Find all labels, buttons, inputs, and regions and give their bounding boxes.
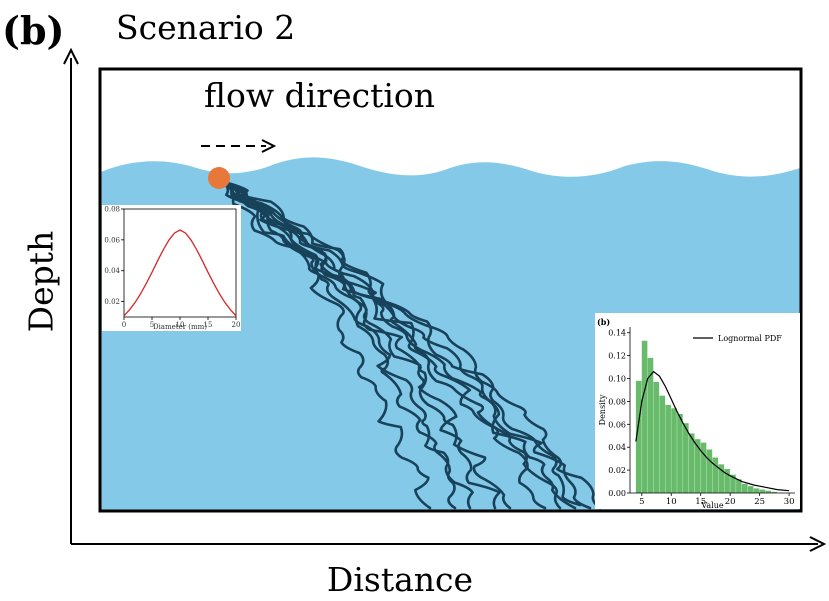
histogram-bar (683, 423, 689, 493)
x-tick-label: 5 (639, 497, 644, 507)
trajectory-path (221, 180, 602, 510)
histogram-bar (765, 490, 772, 493)
y-axis-title: Density (598, 394, 607, 425)
inset-panel-tag: (b) (597, 317, 610, 327)
diameter-pdf-chart: 0 5 10 15 20 0.02 0.04 0.06 0.08 Diameter (mm) (104, 206, 241, 332)
histogram-bar (730, 474, 736, 493)
histogram-bar (665, 404, 671, 493)
trajectory-path (221, 180, 512, 510)
histogram-bar (747, 486, 754, 493)
histogram-bar (712, 457, 719, 493)
histogram-bar (759, 489, 766, 493)
x-axis-label: Distance (326, 560, 474, 599)
y-tick-label: 0.02 (104, 298, 120, 306)
lognormal-pdf-line (635, 370, 790, 492)
histogram-bar (753, 488, 760, 493)
histogram-bar (741, 483, 748, 493)
trajectory-path (221, 180, 562, 510)
histogram-bar (635, 380, 642, 493)
histogram-bar (706, 449, 713, 493)
y-tick-label: 0.14 (608, 329, 626, 338)
flow-direction-label: flow direction (204, 76, 436, 115)
x-tick-label: 15 (695, 497, 706, 507)
histogram-bar (659, 395, 666, 493)
y-tick-label: 0.10 (608, 375, 626, 384)
trajectory-path (221, 180, 501, 510)
x-tick-label: 10 (666, 497, 677, 507)
histogram-bar (700, 442, 707, 493)
histogram-bar (736, 479, 742, 493)
plot-area-frame (123, 208, 237, 318)
x-tick-label: 5 (150, 321, 154, 329)
scene-frame (98, 67, 803, 513)
y-tick-label: 0.00 (608, 489, 626, 498)
histogram-bar (671, 408, 677, 493)
y-tick-label: 0.08 (104, 206, 120, 214)
lognormal-histogram-inset: 5 10 15 20 25 30 0.00 0.02 0.04 0.06 0.08 0.10 0.12 0… (595, 313, 800, 510)
trajectory-path (221, 180, 457, 510)
y-tick-label: 0.04 (104, 267, 120, 275)
histogram-bar (694, 439, 701, 493)
y-tick-label: 0.12 (608, 352, 626, 361)
x-tick-label: 20 (232, 321, 241, 329)
histogram-bar (647, 357, 654, 493)
scenario-title: Scenario 2 (116, 8, 296, 47)
histogram-bar (718, 464, 724, 493)
x-tick-label: 10 (176, 321, 185, 329)
histogram-bar (771, 491, 778, 493)
flow-direction-arrowhead (261, 139, 277, 153)
panel-tag: (b) (2, 8, 65, 53)
y-tick-label: 0.08 (608, 397, 626, 406)
lognormal-histogram-chart: 5 10 15 20 25 30 0.00 0.02 0.04 0.06 0.08 0.10 0.12 0… (597, 317, 795, 510)
x-axis-title: Diameter (mm) (153, 323, 207, 331)
y-tick-label: 0.04 (608, 443, 626, 452)
histogram-bar (677, 414, 683, 493)
x-axis-arrowhead (809, 536, 827, 552)
y-tick-label: 0.06 (608, 420, 626, 429)
trajectory-path (221, 180, 547, 510)
histogram-bar (688, 433, 695, 493)
trajectory-path (221, 180, 582, 507)
histogram-bar (641, 340, 648, 493)
x-tick-label: 30 (784, 497, 795, 507)
legend-label: Lognormal PDF (718, 334, 782, 343)
particle-trajectories (221, 180, 602, 510)
histogram-bar (724, 468, 730, 493)
y-axis-label: Depth (21, 230, 61, 333)
y-axis-arrowhead (63, 47, 79, 65)
x-axis-title: Value (700, 501, 724, 509)
x-tick-label: 15 (204, 321, 213, 329)
y-tick-label: 0.02 (608, 466, 626, 475)
particle-release-point (208, 167, 230, 189)
x-tick-label: 0 (122, 321, 126, 329)
histogram-bar (653, 381, 660, 493)
diameter-pdf-inset: 0 5 10 15 20 0.02 0.04 0.06 0.08 Diameter (mm) (102, 205, 241, 331)
y-tick-label: 0.06 (104, 236, 120, 244)
pdf-curve (123, 229, 237, 317)
x-tick-label: 25 (754, 497, 765, 507)
x-tick-label: 20 (725, 497, 736, 507)
trajectory-path (221, 180, 432, 510)
